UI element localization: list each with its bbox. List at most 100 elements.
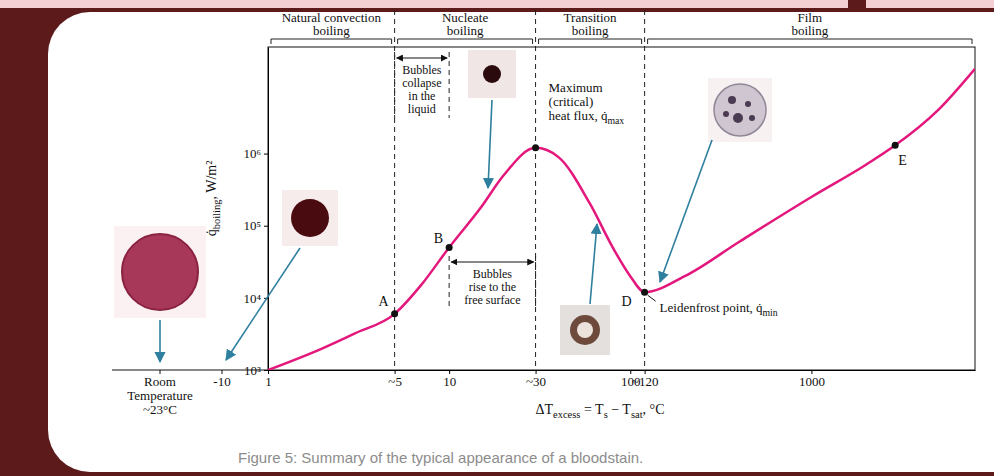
caption: Figure 5: Summary of the typical appeara… bbox=[238, 449, 643, 466]
pointer-arrow bbox=[226, 248, 300, 360]
bracket-arrow bbox=[451, 262, 533, 263]
curve-point bbox=[532, 144, 539, 151]
bloodstain-rim bbox=[122, 234, 198, 310]
point-label: B bbox=[434, 231, 443, 246]
pointer-arrow bbox=[488, 100, 492, 188]
region-boundary bbox=[535, 10, 536, 370]
text-part: Leidenfrost point, q̇ bbox=[660, 300, 763, 315]
x-tick-label: ~120 bbox=[632, 374, 659, 389]
bloodstain bbox=[570, 315, 600, 345]
region-title: boiling bbox=[447, 23, 484, 38]
text-part: , °C bbox=[643, 402, 665, 417]
x-tick: 1 bbox=[265, 370, 272, 389]
text-part: ΔT bbox=[535, 402, 553, 417]
picture-ground bbox=[468, 50, 516, 98]
text-part: − T bbox=[608, 402, 632, 417]
region-boundary bbox=[644, 10, 645, 370]
x-tick-label: 10 bbox=[443, 374, 456, 389]
extension-tick-label: Room bbox=[144, 374, 176, 389]
bracket-label: rise to the bbox=[469, 280, 516, 294]
picture-ground bbox=[114, 226, 206, 318]
banner-bar bbox=[866, 0, 994, 8]
annotation: (critical) bbox=[549, 94, 594, 109]
plot-area bbox=[268, 69, 975, 370]
axis-extension: RoomTemperature~23°C -10 bbox=[112, 370, 268, 417]
x-tick: ~30 bbox=[526, 370, 546, 389]
bloodstain-center bbox=[577, 322, 593, 338]
bloodstain-picture bbox=[114, 226, 206, 318]
region-bracket bbox=[648, 39, 972, 44]
y-tick: 10⁶ bbox=[243, 146, 268, 161]
x-tick: 10 bbox=[443, 370, 456, 389]
extension-tick-label: -10 bbox=[213, 374, 230, 389]
x-axis-title: ΔTexcess = Ts − Tsat, °C bbox=[535, 402, 664, 420]
bloodstain bbox=[291, 199, 329, 237]
text-part: = T bbox=[580, 402, 604, 417]
subscript: min bbox=[763, 307, 778, 318]
y-tick-mark bbox=[264, 154, 268, 155]
bloodstain-speck bbox=[749, 115, 755, 121]
point-label: E bbox=[898, 153, 907, 168]
y-tick-mark bbox=[264, 226, 268, 227]
bracket-label: Bubbles bbox=[402, 63, 442, 77]
subscript: excess bbox=[553, 409, 580, 420]
subscript: boiling bbox=[211, 199, 222, 230]
x-axis-line bbox=[269, 370, 976, 371]
curve-point bbox=[391, 310, 398, 317]
bloodstain-picture bbox=[560, 305, 610, 355]
x-axis: 1~510~30100~1201000 bbox=[265, 370, 975, 389]
bracket-side bbox=[535, 256, 536, 309]
bracket-side bbox=[394, 52, 395, 118]
leader-line bbox=[648, 295, 656, 301]
regions: Natural convectionboilingNucleateboiling… bbox=[271, 10, 972, 370]
bloodstain bbox=[714, 84, 766, 136]
pointer-arrow bbox=[590, 224, 597, 304]
bracket-label: Bubbles bbox=[473, 267, 513, 281]
labels: ABDEMaximum(critical)heat flux, q̇maxLei… bbox=[378, 80, 906, 318]
y-tick-label: 10⁴ bbox=[243, 291, 261, 306]
annotation: Leidenfrost point, q̇min bbox=[660, 300, 778, 318]
y-tick: 10⁵ bbox=[243, 218, 268, 233]
x-tick-label: 1 bbox=[265, 374, 272, 389]
text-part: heat flux, q̇ bbox=[549, 108, 608, 123]
x-tick-label: ~5 bbox=[388, 374, 402, 389]
plot-frame bbox=[268, 47, 975, 370]
region-bracket bbox=[271, 39, 392, 44]
y-tick-label: 10⁶ bbox=[243, 146, 261, 161]
region-title: boiling bbox=[572, 23, 609, 38]
subscript: max bbox=[607, 115, 624, 126]
point-label: D bbox=[621, 294, 631, 309]
curve-point bbox=[892, 142, 899, 149]
x-tick-label: 1000 bbox=[799, 374, 825, 389]
bracket-side bbox=[449, 256, 450, 309]
annotation: Maximum bbox=[549, 80, 603, 95]
extension-tick-label: Temperature bbox=[127, 388, 193, 403]
extension-tick-label: ~23°C bbox=[143, 402, 177, 417]
text-part: , W/m² bbox=[204, 161, 219, 200]
bracket-side bbox=[449, 52, 450, 118]
bloodstain-speck bbox=[745, 101, 751, 107]
y-axis-line bbox=[268, 48, 269, 371]
x-tick: 1000 bbox=[799, 370, 825, 389]
bloodstain-pictures bbox=[114, 50, 772, 362]
region-bracket bbox=[398, 39, 533, 44]
bloodstain bbox=[483, 65, 501, 83]
x-tick-label: ~30 bbox=[526, 374, 546, 389]
pointer-arrow bbox=[660, 140, 712, 282]
picture-ground bbox=[282, 190, 338, 246]
bracket-label: liquid bbox=[408, 102, 436, 116]
pointer-arrow bbox=[159, 320, 161, 362]
banner-bar bbox=[0, 0, 848, 8]
x-tick: ~120 bbox=[632, 370, 659, 389]
boiling-curve bbox=[268, 69, 975, 370]
subscript: sat bbox=[631, 409, 643, 420]
axis-extension-line bbox=[112, 370, 268, 371]
bloodstain-speck bbox=[733, 113, 743, 123]
region-title: boiling bbox=[313, 23, 350, 38]
curve-point bbox=[641, 289, 648, 296]
bracket-label: collapse bbox=[402, 76, 441, 90]
region-bracket bbox=[539, 39, 642, 44]
bloodstain-picture bbox=[468, 50, 516, 98]
y-tick-label: 10⁵ bbox=[243, 218, 261, 233]
x-tick: ~5 bbox=[388, 370, 402, 389]
